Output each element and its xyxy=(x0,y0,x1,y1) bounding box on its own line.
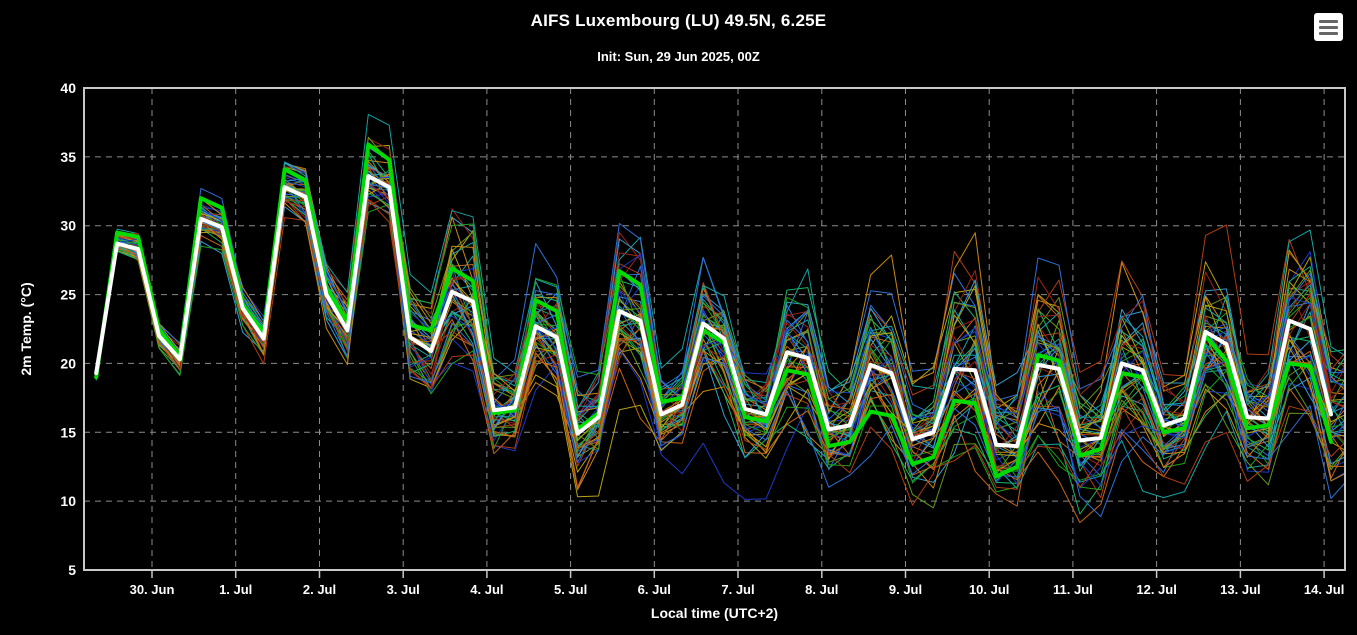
x-tick-label: 12. Jul xyxy=(1136,582,1176,597)
ensemble-mean-line xyxy=(94,174,1333,449)
plot-border xyxy=(83,87,1346,571)
x-tick-label: 8. Jul xyxy=(805,582,838,597)
ensemble-member-line xyxy=(95,161,1344,458)
x-tick-label: 7. Jul xyxy=(721,582,754,597)
ensemble-member-line xyxy=(95,182,1344,518)
y-tick-label: 5 xyxy=(68,562,76,578)
x-tick-label: 3. Jul xyxy=(387,582,420,597)
x-tick-label: 13. Jul xyxy=(1220,582,1260,597)
hamburger-icon xyxy=(1319,19,1338,23)
hamburger-icon xyxy=(1319,31,1338,35)
x-tick-label: 5. Jul xyxy=(554,582,587,597)
x-tick-label: 10. Jul xyxy=(969,582,1009,597)
chart-subtitle: Init: Sun, 29 Jun 2025, 00Z xyxy=(597,49,760,64)
x-tick-label: 1. Jul xyxy=(219,582,252,597)
y-axis-title: 2m Temp. (°C) xyxy=(18,282,34,376)
y-tick-label: 20 xyxy=(60,355,76,371)
y-tick-label: 30 xyxy=(60,218,76,234)
x-tick-label: 2. Jul xyxy=(303,582,336,597)
x-axis-title: Local time (UTC+2) xyxy=(650,605,779,621)
x-tick-label: 14. Jul xyxy=(1304,582,1344,597)
x-tick-label: 6. Jul xyxy=(638,582,671,597)
x-tick-label: 30. Jun xyxy=(130,582,175,597)
ensemble-member-line xyxy=(95,183,1344,452)
y-tick-label: 10 xyxy=(60,493,76,509)
x-tick-label: 4. Jul xyxy=(470,582,503,597)
y-tick-label: 25 xyxy=(60,287,76,303)
y-tick-label: 40 xyxy=(60,80,76,96)
y-tick-label: 35 xyxy=(60,149,76,165)
chart-export-menu-button[interactable] xyxy=(1314,13,1343,41)
chart-title: AIFS Luxembourg (LU) 49.5N, 6.25E xyxy=(530,11,827,30)
x-tick-label: 9. Jul xyxy=(889,582,922,597)
x-tick-label: 11. Jul xyxy=(1053,582,1093,597)
control-run-line xyxy=(94,142,1333,479)
y-tick-label: 15 xyxy=(60,424,76,440)
hamburger-icon xyxy=(1319,25,1338,29)
